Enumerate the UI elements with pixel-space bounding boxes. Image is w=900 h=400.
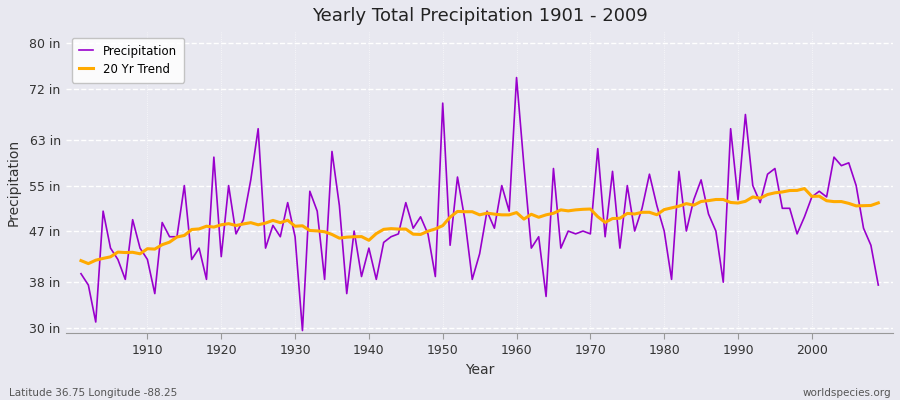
Precipitation — [304, 189, 315, 194]
Precipitation — [526, 246, 536, 250]
Text: worldspecies.org: worldspecies.org — [803, 388, 891, 398]
20 Yr Trend — [518, 217, 529, 222]
Precipitation — [873, 283, 884, 288]
Y-axis label: Precipitation: Precipitation — [7, 139, 21, 226]
Legend: Precipitation, 20 Yr Trend: Precipitation, 20 Yr Trend — [72, 38, 184, 83]
20 Yr Trend — [304, 228, 315, 233]
20 Yr Trend — [511, 210, 522, 215]
Precipitation — [511, 75, 522, 80]
Title: Yearly Total Precipitation 1901 - 2009: Yearly Total Precipitation 1901 - 2009 — [311, 7, 647, 25]
Line: 20 Yr Trend: 20 Yr Trend — [81, 188, 878, 264]
Precipitation — [297, 328, 308, 333]
Line: Precipitation: Precipitation — [81, 78, 878, 330]
20 Yr Trend — [83, 261, 94, 266]
20 Yr Trend — [608, 216, 618, 221]
Precipitation — [135, 246, 146, 250]
Text: Latitude 36.75 Longitude -88.25: Latitude 36.75 Longitude -88.25 — [9, 388, 177, 398]
20 Yr Trend — [348, 234, 359, 239]
20 Yr Trend — [873, 200, 884, 205]
Precipitation — [76, 271, 86, 276]
Precipitation — [615, 246, 626, 250]
20 Yr Trend — [142, 246, 153, 251]
X-axis label: Year: Year — [465, 363, 494, 377]
Precipitation — [518, 163, 529, 168]
Precipitation — [348, 229, 359, 234]
20 Yr Trend — [799, 186, 810, 191]
20 Yr Trend — [76, 258, 86, 263]
